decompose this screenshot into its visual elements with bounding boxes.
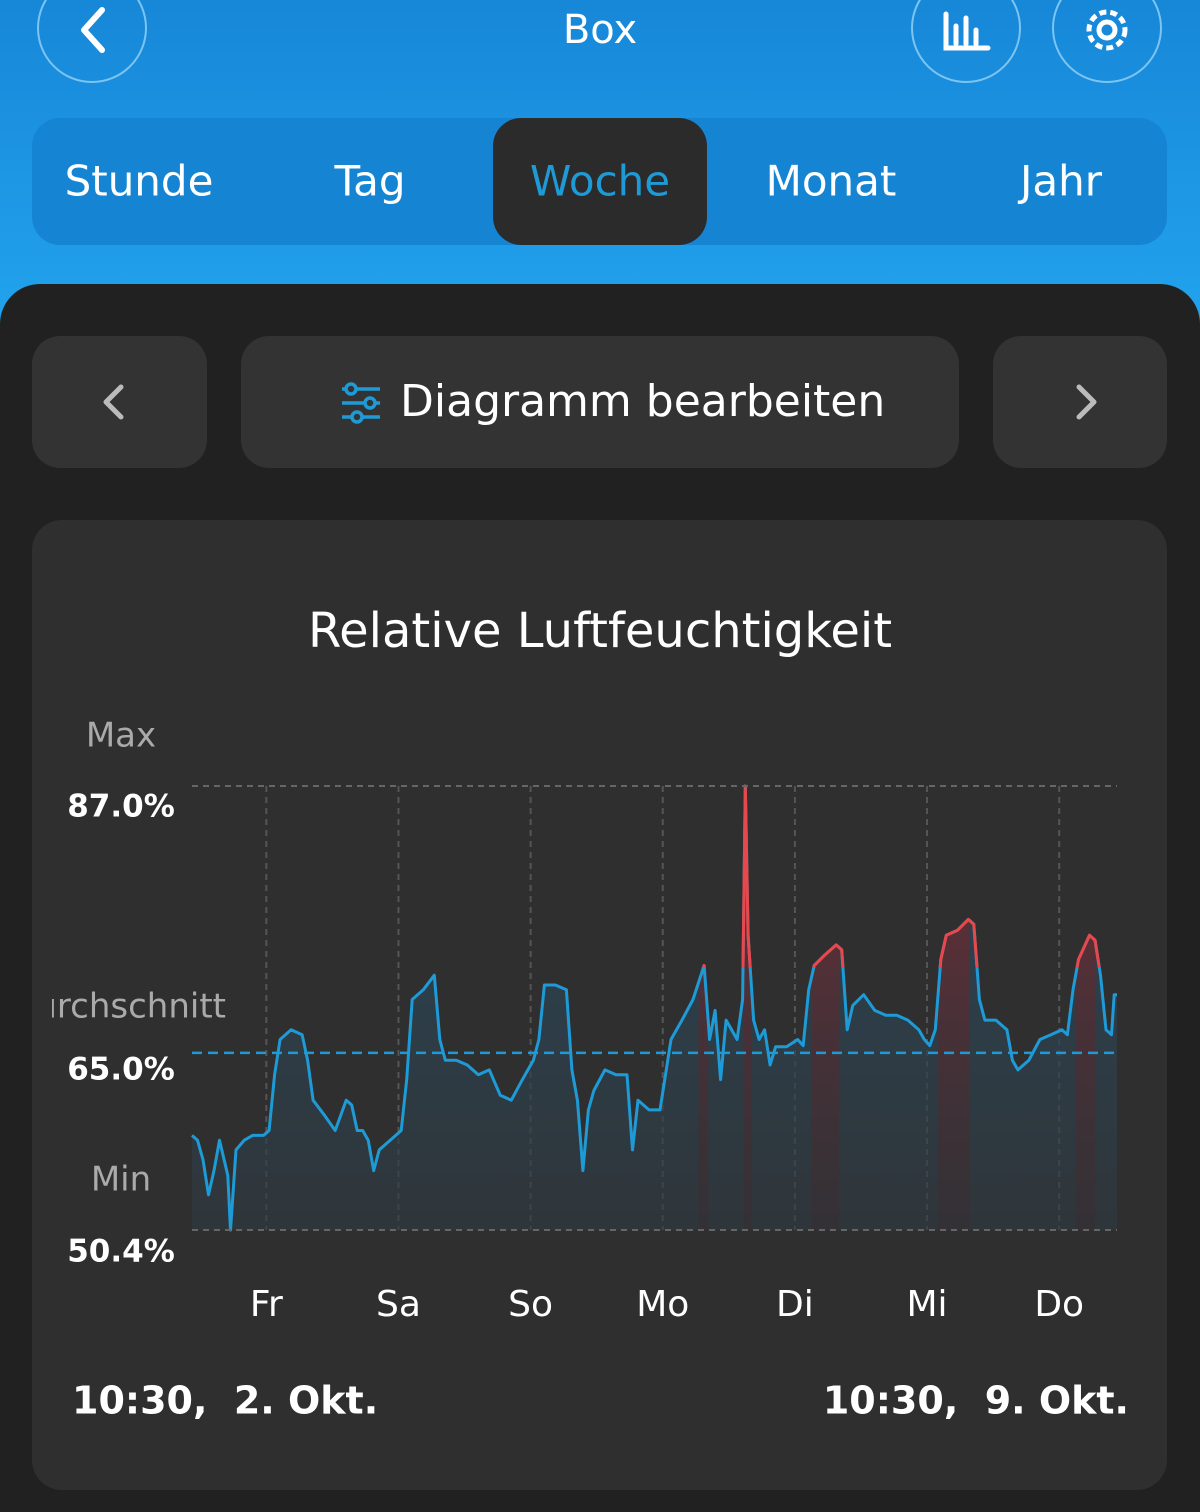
reference-name: Durchschnitt [9, 986, 226, 1026]
end-label: 10:30, 9. Okt. [823, 1379, 1129, 1423]
chart-title: Relative Luftfeuchtigkeit [308, 603, 892, 659]
stats-button[interactable] [911, 0, 1021, 83]
x-tick-label: Do [1034, 1284, 1084, 1325]
start-label: 10:30, 2. Okt. [72, 1379, 378, 1423]
settings-button[interactable] [1052, 0, 1162, 83]
area [192, 786, 1117, 1230]
x-tick-label: Mi [907, 1284, 948, 1325]
prev-button[interactable] [32, 336, 207, 468]
chart-card [32, 520, 1167, 1490]
reference-value: 50.4% [67, 1234, 175, 1270]
x-tick-label: Mo [636, 1284, 689, 1325]
next-button[interactable] [993, 336, 1167, 468]
back-button[interactable] [37, 0, 147, 83]
edit-chart-button[interactable]: Diagramm bearbeiten [241, 336, 959, 468]
edit-chart-label: Diagramm bearbeiten [400, 376, 885, 427]
reference-name: Max [86, 716, 156, 756]
tab[interactable]: Tag [333, 157, 405, 206]
reference-value: 65.0% [67, 1051, 175, 1087]
tab[interactable]: Stunde [65, 157, 214, 206]
sliders-icon [342, 382, 380, 424]
line-above-threshold [701, 784, 1101, 968]
tab[interactable]: Jahr [1017, 157, 1103, 206]
x-tick-label: So [508, 1284, 553, 1325]
x-tick-label: Sa [376, 1284, 421, 1325]
x-tick-label: Di [776, 1284, 814, 1325]
tab[interactable]: Woche [530, 157, 670, 206]
reference-name: Min [91, 1160, 151, 1200]
tab[interactable]: Monat [766, 157, 897, 206]
x-tick-label: Fr [250, 1284, 283, 1325]
tab-selected-bg [493, 118, 707, 245]
header-title: Box [563, 7, 637, 53]
reference-value: 87.0% [67, 789, 175, 825]
